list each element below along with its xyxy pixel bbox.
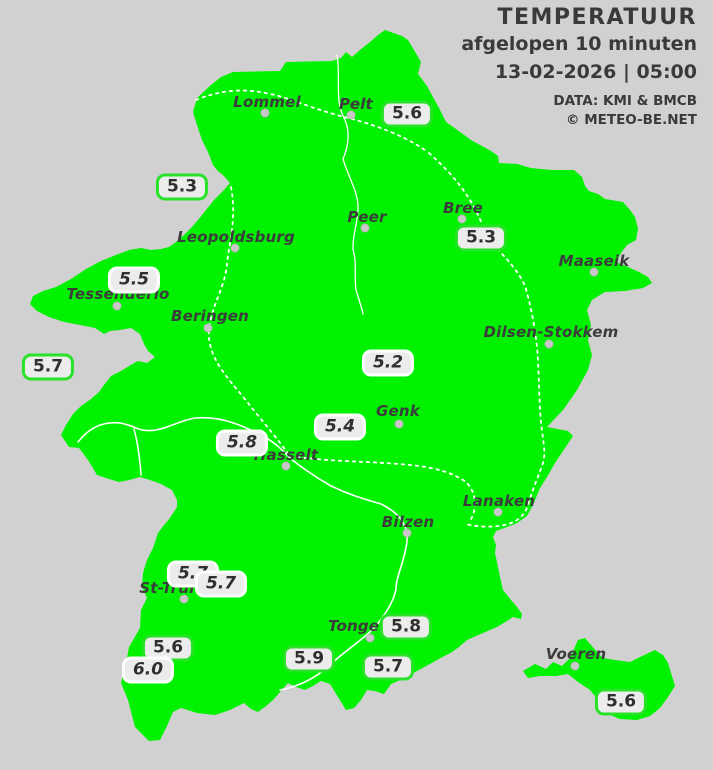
city-label: Voeren	[545, 645, 607, 663]
city-label: Pelt	[339, 95, 373, 113]
data-source: DATA: KMI & BMCB	[553, 93, 697, 110]
city-marker-icon	[112, 301, 122, 311]
city-marker-icon	[544, 339, 554, 349]
city-label: Leopoldsburg	[177, 228, 295, 246]
temperature-badge: 5.4	[313, 413, 367, 441]
city-marker-icon	[457, 214, 467, 224]
city-marker-icon	[260, 108, 270, 118]
city-marker-icon	[346, 110, 356, 120]
city-label: Maaseik	[558, 252, 630, 270]
temperature-badge: 5.7	[361, 653, 415, 681]
page-subtitle: afgelopen 10 minuten	[461, 33, 697, 56]
city-label: Hasselt	[253, 446, 319, 464]
boundary-dotted-north	[195, 89, 429, 153]
temperature-badge: 5.6	[380, 100, 434, 128]
city-marker-icon	[230, 243, 240, 253]
road-main	[77, 416, 408, 691]
city-label: Lommel	[233, 93, 301, 111]
city-marker-icon	[402, 528, 412, 538]
city-marker-icon	[281, 461, 291, 471]
temperature-badge: 6.0	[121, 656, 175, 684]
city-label: Lanaken	[462, 492, 536, 510]
city-label: Genk	[376, 402, 420, 420]
temperature-badge: 5.9	[282, 645, 336, 673]
temperature-badge: 5.7	[194, 570, 248, 598]
temperature-badge: 5.8	[215, 429, 269, 457]
map-header: TEMPERATUUR afgelopen 10 minuten 13-02-2…	[461, 5, 697, 129]
city-label: Bilzen	[381, 513, 435, 531]
city-marker-icon	[179, 594, 189, 604]
credit-label: © METEO-BE.NET	[566, 112, 697, 129]
temperature-badge: 5.2	[361, 349, 415, 377]
city-label: Beringen	[170, 307, 250, 325]
datetime-label: 13-02-2026 | 05:00	[494, 61, 697, 84]
city-marker-icon	[589, 267, 599, 277]
city-label: Bree	[443, 199, 483, 217]
temperature-badge: 5.6	[594, 688, 648, 716]
city-marker-icon	[203, 323, 213, 333]
temperature-badge: 5.5	[107, 266, 161, 294]
boundary-dotted-center	[289, 455, 476, 522]
city-label: Peer	[347, 208, 387, 226]
city-marker-icon	[570, 661, 580, 671]
temperature-badge: 5.3	[454, 224, 508, 252]
city-marker-icon	[365, 633, 375, 643]
city-marker-icon	[360, 223, 370, 233]
city-marker-icon	[493, 507, 503, 517]
city-marker-icon	[394, 419, 404, 429]
temperature-badge: 5.3	[155, 173, 209, 201]
temperature-badge: 5.7	[21, 353, 75, 381]
city-label: Dilsen-Stokkem	[483, 323, 619, 341]
temperature-badge: 5.8	[379, 613, 433, 641]
river-dommel	[336, 54, 364, 315]
page-title: TEMPERATUUR	[497, 5, 697, 30]
road-branch	[133, 428, 142, 476]
